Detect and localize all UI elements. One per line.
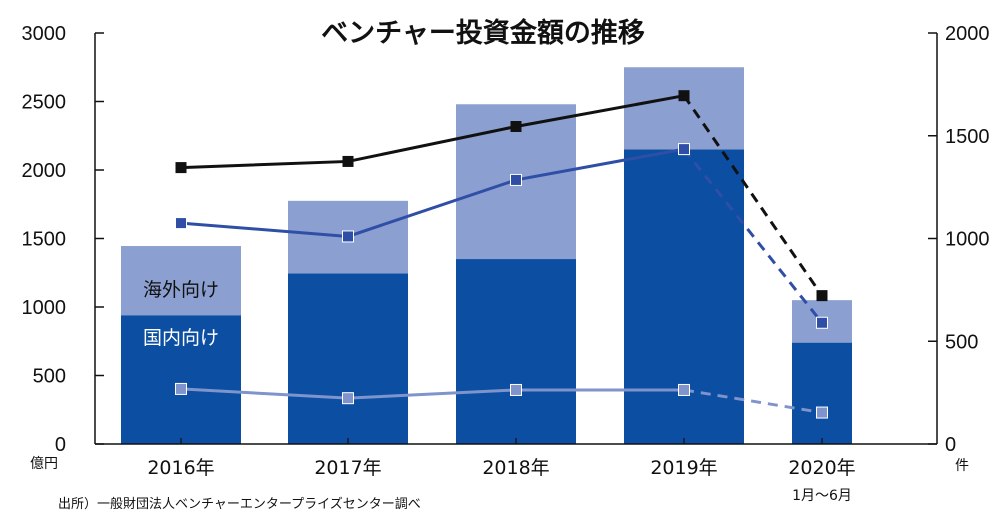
left-tick-label-2: 1000 bbox=[22, 297, 67, 319]
line-0-dashed bbox=[682, 94, 824, 297]
line-1-dashed bbox=[682, 148, 824, 324]
line-0-marker-3 bbox=[678, 90, 690, 102]
bar-overseas-0 bbox=[121, 246, 241, 316]
right-tick-label-4: 2000 bbox=[945, 23, 990, 45]
category-label-1: 2017年 bbox=[314, 457, 381, 479]
category-label-4: 2020年 bbox=[788, 457, 855, 479]
line-1-marker-2 bbox=[510, 173, 522, 186]
bar-domestic-4 bbox=[792, 342, 852, 444]
lines-layer bbox=[175, 90, 828, 419]
line-2-marker-1 bbox=[342, 392, 354, 405]
axis-ticks-layer: 0 500 1000 1500 2000 2500 3000 0 500 1000 1500 2000 bbox=[22, 23, 990, 456]
line-0-marker-0 bbox=[175, 162, 187, 174]
line-0-solid bbox=[180, 94, 685, 170]
left-tick-label-5: 2500 bbox=[22, 92, 67, 114]
source-note: 出所）一般財団法人ベンチャーエンタープライズセンター調べ bbox=[58, 496, 421, 512]
line-1-marker-1 bbox=[342, 230, 354, 243]
chart-title: ベンチャー投資金額の推移 bbox=[321, 17, 645, 49]
line-2-marker-0 bbox=[175, 382, 187, 395]
line-1-solid bbox=[180, 147, 685, 238]
segment-label-domestic: 国内向け bbox=[143, 327, 219, 349]
category-label-0: 2016年 bbox=[147, 457, 214, 479]
line-2-marker-4 bbox=[816, 406, 828, 419]
line-2-marker-3 bbox=[678, 383, 690, 396]
line-0-marker-2 bbox=[510, 121, 522, 133]
line-0-marker-4 bbox=[816, 290, 828, 302]
line-2-solid bbox=[180, 387, 684, 400]
left-tick-label-6: 3000 bbox=[22, 23, 67, 45]
line-1-marker-0 bbox=[175, 217, 187, 230]
line-2-marker-2 bbox=[510, 383, 522, 396]
category-labels-layer: 2016年 2017年 2018年 2019年 2020年 bbox=[147, 457, 855, 479]
left-tick-label-3: 1500 bbox=[22, 229, 67, 251]
left-axis-unit: 億円 bbox=[30, 456, 58, 472]
category-note: 1月～6月 bbox=[792, 488, 852, 504]
line-1-marker-4 bbox=[816, 316, 828, 329]
bar-domestic-3 bbox=[624, 149, 744, 444]
line-1-marker-3 bbox=[678, 143, 690, 156]
category-label-2: 2018年 bbox=[482, 457, 549, 479]
line-0-marker-1 bbox=[342, 155, 354, 167]
right-tick-label-1: 500 bbox=[945, 331, 978, 353]
right-tick-label-3: 1500 bbox=[945, 126, 990, 148]
bar-overseas-3 bbox=[624, 67, 744, 150]
bar-domestic-2 bbox=[456, 259, 576, 444]
bars-layer bbox=[121, 67, 852, 444]
right-tick-label-2: 1000 bbox=[945, 229, 990, 251]
bar-domestic-1 bbox=[288, 273, 408, 444]
left-tick-label-4: 2000 bbox=[22, 160, 67, 182]
right-tick-label-0: 0 bbox=[945, 434, 956, 456]
segment-label-overseas: 海外向け bbox=[143, 279, 219, 301]
left-tick-label-1: 500 bbox=[33, 366, 66, 388]
line-2-dashed bbox=[683, 388, 823, 415]
bar-domestic-0 bbox=[121, 315, 241, 444]
category-label-3: 2019年 bbox=[650, 457, 717, 479]
left-tick-label-0: 0 bbox=[55, 434, 66, 456]
right-axis-unit: 件 bbox=[955, 458, 969, 474]
